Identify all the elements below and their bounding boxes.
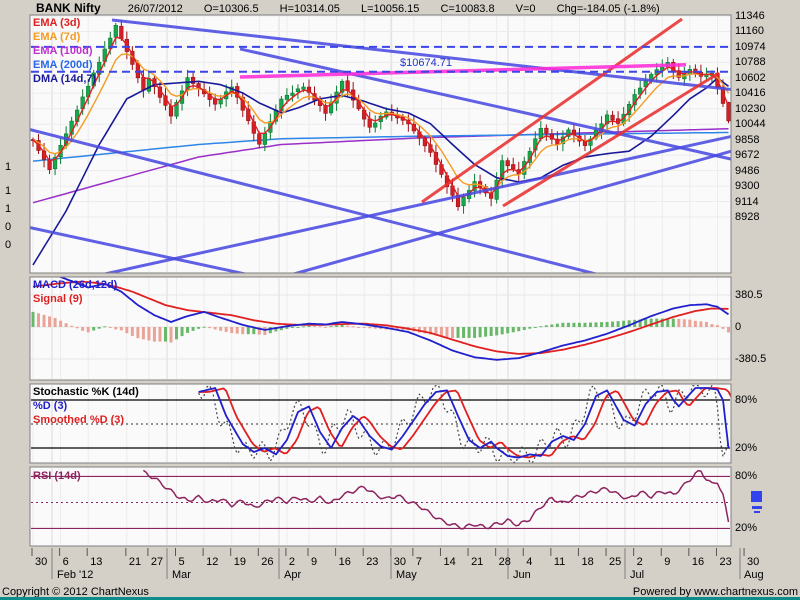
date-axis-label: 2 xyxy=(636,556,643,568)
left-axis-label-clipped: 1 xyxy=(5,161,12,173)
macd-axis-label: -380.5 xyxy=(735,353,767,365)
price-axis-label: 11346 xyxy=(735,10,765,22)
date-axis-label: 28 xyxy=(498,556,511,568)
macd-legend: MACD (26d,12d) Signal (9) xyxy=(33,278,117,306)
rsi-axis-label: 20% xyxy=(735,522,758,535)
month-axis-label: Jul xyxy=(630,569,645,581)
price-axis-label: 10416 xyxy=(735,87,766,100)
price-legend: EMA (3d) EMA (7d) EMA (100d) EMA (200d) DMA … xyxy=(33,16,96,86)
macd-axis-label: 0 xyxy=(735,321,742,333)
price-annotation: $10674.71 xyxy=(400,57,452,69)
month-axis-label: May xyxy=(396,569,417,581)
date-axis-label: 12 xyxy=(206,556,219,568)
date-axis-label: 11 xyxy=(553,556,566,568)
date-axis-label: 16 xyxy=(338,556,351,568)
macd-legend-item: MACD (26d,12d) xyxy=(33,279,118,291)
date-axis-label: 30 xyxy=(747,556,760,568)
date-axis-label: 13 xyxy=(90,556,103,568)
month-axis-label: Feb '12 xyxy=(57,569,94,581)
stochastic-legend-item: %D (3) xyxy=(33,400,68,412)
date-axis-label: 21 xyxy=(128,556,142,568)
price-axis-label: 9672 xyxy=(735,149,760,162)
date-axis-label: 9 xyxy=(664,556,671,568)
rsi-legend-item: RSI (14d) xyxy=(33,470,81,482)
quote-open: O=10306.5 xyxy=(203,3,259,15)
price-axis-label: 10230 xyxy=(735,102,766,115)
price-axis-label: 10974 xyxy=(735,40,766,53)
stochastic-axis-label: 20% xyxy=(735,442,758,454)
date-axis-label: 9 xyxy=(310,556,318,568)
date-axis-label: 6 xyxy=(62,556,69,568)
quote-volume: V=0 xyxy=(515,3,536,15)
macd-legend-item: Signal (9) xyxy=(33,293,83,305)
date-axis-label: 26 xyxy=(261,556,274,568)
price-axis-label: 10602 xyxy=(735,71,766,84)
price-axis-label: 9486 xyxy=(735,164,760,177)
date-axis-label: 30 xyxy=(393,556,407,568)
price-axis-label: 9300 xyxy=(735,180,760,193)
price-legend-item: DMA (14d,7) xyxy=(33,73,97,85)
date-axis-label: 2 xyxy=(288,556,296,568)
date-axis-label: 18 xyxy=(581,556,594,568)
price-axis-label: 11160 xyxy=(735,25,764,38)
month-axis-label: Jun xyxy=(513,569,531,581)
date-axis-label: 7 xyxy=(415,556,422,568)
powered-link[interactable]: Powered by www.chartnexus.com xyxy=(632,586,798,598)
price-axis-label: 9114 xyxy=(735,195,759,208)
date-axis-label: 5 xyxy=(178,556,185,568)
quote-close: C=10083.8 xyxy=(440,3,495,15)
date-axis-label: 14 xyxy=(443,556,456,568)
scroll-handle[interactable] xyxy=(751,491,762,502)
chart-header: BANK Nifty 26/07/2012 O=10306.5 H=10314.… xyxy=(36,1,678,15)
price-legend-item: EMA (200d) xyxy=(33,59,93,71)
rsi-axis-label: 80% xyxy=(735,470,758,483)
stochastic-legend-item: Smoothed %D (3) xyxy=(33,414,125,426)
left-axis-label-clipped: 0 xyxy=(5,239,12,251)
stochastic-legend-item: Stochastic %K (14d) xyxy=(33,386,139,398)
left-axis-label-clipped: 0 xyxy=(5,221,12,233)
date-axis-label: 4 xyxy=(526,556,533,568)
month-axis-label: Aug xyxy=(744,569,764,581)
stochastic-axis-label: 80% xyxy=(735,394,758,406)
month-axis-label: Apr xyxy=(284,569,302,581)
stochastic-legend: Stochastic %K (14d) %D (3) Smoothed %D (3) xyxy=(33,385,139,427)
date-axis-label: 23 xyxy=(719,556,732,568)
price-axis-label: 10044 xyxy=(735,118,766,131)
date-axis-label: 19 xyxy=(233,556,246,568)
quote-low: L=10056.15 xyxy=(360,3,420,15)
price-axis-label: 8928 xyxy=(735,211,760,223)
month-axis-label: Mar xyxy=(172,569,191,581)
quote-high: H=10314.05 xyxy=(279,3,340,15)
symbol-title: BANK Nifty xyxy=(36,1,101,15)
date-axis-label: 27 xyxy=(150,556,164,568)
rsi-legend: RSI (14d) xyxy=(33,469,81,483)
date-axis-label: 21 xyxy=(471,556,484,568)
macd-axis-label: 380.5 xyxy=(735,288,763,301)
date-axis-label: 23 xyxy=(366,556,379,568)
price-legend-item: EMA (7d) xyxy=(33,31,81,43)
bottom-accent-bar xyxy=(0,597,800,600)
date-axis-label: 16 xyxy=(691,556,705,568)
date-axis-label: 25 xyxy=(609,556,622,568)
price-legend-item: EMA (3d) xyxy=(33,17,81,29)
price-legend-item: EMA (100d) xyxy=(33,45,93,57)
copyright-text: Copyright © 2012 ChartNexus xyxy=(2,586,149,598)
left-axis-label-clipped: 1 xyxy=(5,185,12,197)
left-axis-label-clipped: 1 xyxy=(5,203,12,215)
price-axis-label: 9858 xyxy=(735,133,760,146)
date-axis-label: 30 xyxy=(35,556,48,568)
price-axis-label: 10788 xyxy=(735,56,766,69)
quote-date: 26/07/2012 xyxy=(127,3,183,15)
quote-change: Chg=-184.05 (-1.8%) xyxy=(556,3,660,15)
